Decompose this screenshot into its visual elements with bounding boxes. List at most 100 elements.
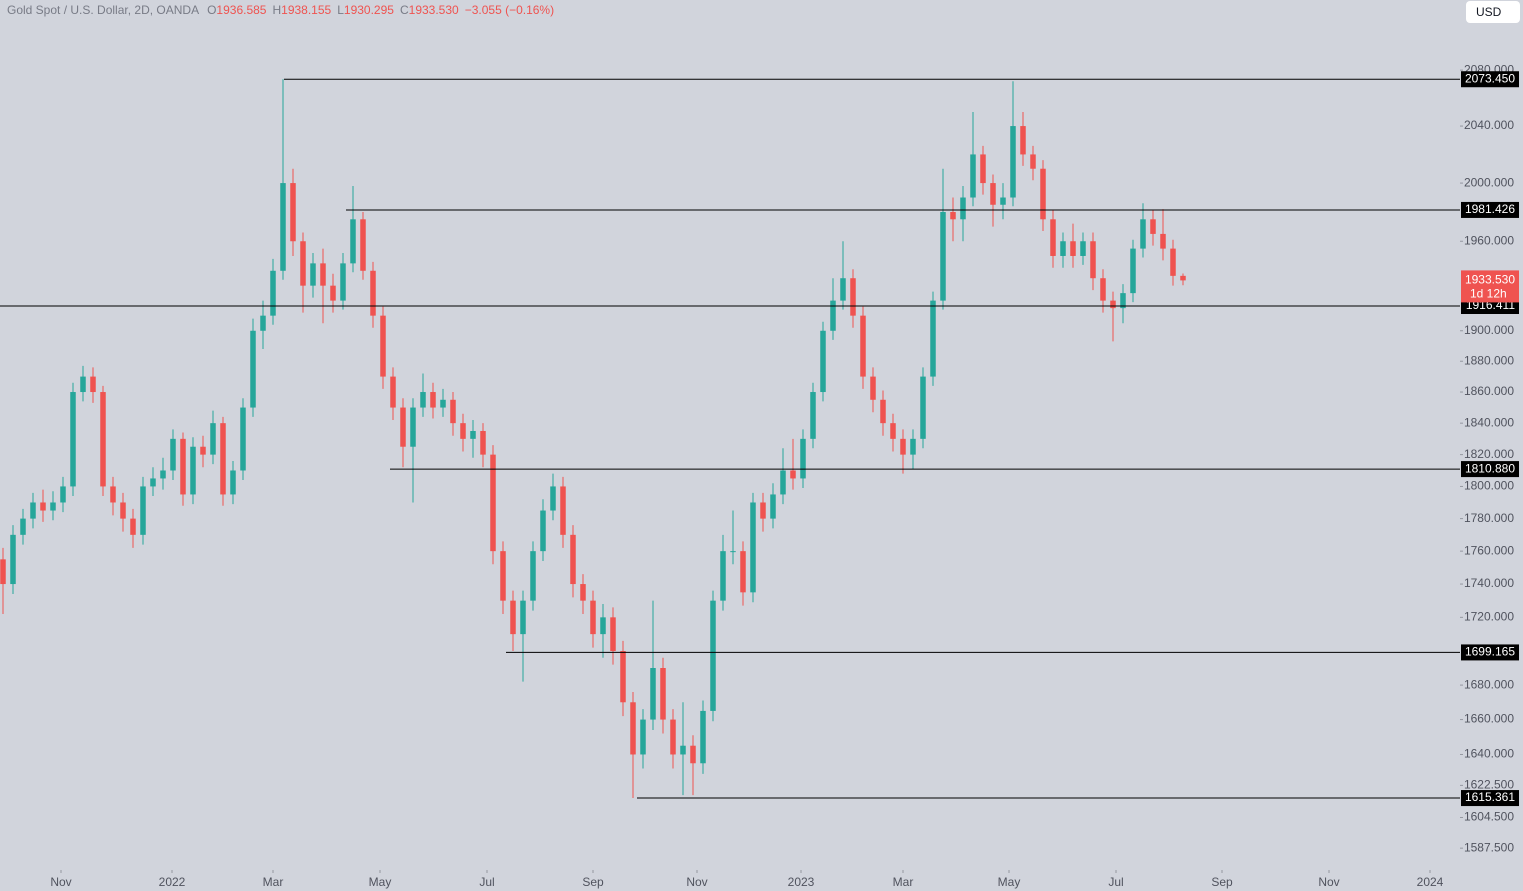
candle-body [760,502,766,519]
candle-body [1140,219,1146,249]
candle-body [290,183,296,242]
y-tick-label: 1840.000 [1464,415,1514,429]
candle-body [660,668,666,720]
ohlc-value: 1933.530 [408,3,459,17]
candle-body [890,423,896,439]
candle-body [320,263,326,286]
candle-body [400,407,406,447]
candle-body [740,551,746,593]
candle-body [870,376,876,400]
candle-body [360,219,366,271]
candle-body [920,376,926,439]
ohlc-key: L [337,3,344,17]
candle-body [1100,278,1106,301]
candle-body [710,600,716,711]
x-tick-label: Jul [1108,875,1123,889]
candle-body [120,502,126,519]
candle-body [1180,275,1186,281]
candle-body [570,534,576,585]
candle-body [580,584,586,601]
candle-body [330,285,336,301]
y-tick-label: 1660.000 [1464,712,1514,726]
candle-body [830,300,836,331]
level-label: 1810.880 [1465,461,1515,475]
candle-body [550,486,556,511]
candle-body [80,376,86,393]
candle-body [640,719,646,755]
candle-body [820,330,826,393]
level-label-box [1461,201,1519,218]
candle-body [1000,197,1006,205]
y-tick-label: 1720.000 [1464,610,1514,624]
candle-body [150,478,156,487]
candle-body [1090,241,1096,279]
candle-body [70,392,76,487]
level-label-box [1461,644,1519,661]
last-price-box [1461,270,1519,303]
currency-button[interactable]: USD [1466,1,1520,23]
candle-body [370,270,376,316]
y-tick-label: 1622.500 [1464,778,1514,792]
level-label-box [1461,461,1519,478]
level-label: 1981.426 [1465,202,1515,216]
y-tick-label: 2000.000 [1464,175,1514,189]
candle-body [600,617,606,635]
candle-body [970,154,976,198]
candle-body [1060,241,1066,256]
candle-body [250,330,256,408]
candle-body [390,376,396,408]
candle-body [490,454,496,552]
candle-body [950,212,956,220]
x-tick-label: Mar [893,875,914,889]
x-tick-label: May [998,875,1021,889]
level-label: 1615.361 [1465,790,1515,804]
candle-body [0,559,6,585]
candle-body [1020,126,1026,155]
candle-body [810,392,816,439]
ohlc-value: 1930.295 [343,3,394,17]
candle-body [300,241,306,286]
candle-body [560,486,566,535]
candle-body [960,197,966,220]
candle-body [910,438,916,455]
x-tick-label: Mar [263,875,284,889]
y-tick-label: 1604.500 [1464,810,1514,824]
ohlc-key: H [272,3,282,17]
y-tick-label: 1800.000 [1464,479,1514,493]
candle-body [880,399,886,424]
ohlc-key: C [399,3,409,17]
y-tick-label: 2040.000 [1464,118,1514,132]
candle-body [630,702,636,755]
y-tick-label: 1760.000 [1464,543,1514,557]
y-tick-label: 1740.000 [1464,576,1514,590]
level-label: 2073.450 [1465,71,1515,85]
candle-body [240,407,246,471]
candle-body [100,392,106,487]
x-tick-label: Nov [686,875,707,889]
x-tick-label: Sep [582,875,604,889]
candle-body [40,502,46,511]
ohlc-value: 1938.155 [281,3,332,17]
candle-body [450,399,456,424]
candle-body [780,470,786,495]
candle-body [930,300,936,377]
candle-body [430,392,436,408]
y-tick-label: 1900.000 [1464,323,1514,337]
candle-body [1010,126,1016,198]
x-tick-label: Jul [479,875,494,889]
candle-body [520,600,526,635]
candle-body [1070,241,1076,256]
candle-body [460,423,466,439]
countdown: 1d 12h [1470,287,1507,301]
x-tick-label: May [369,875,392,889]
candle-body [540,510,546,552]
candle-body [110,486,116,503]
candle-body [310,263,316,286]
y-tick-label: 1680.000 [1464,677,1514,691]
symbol: Gold Spot / U.S. Dollar, 2D, OANDA [7,3,200,17]
x-tick-label: 2023 [788,875,815,889]
candle-body [980,154,986,184]
candle-body [350,219,356,264]
